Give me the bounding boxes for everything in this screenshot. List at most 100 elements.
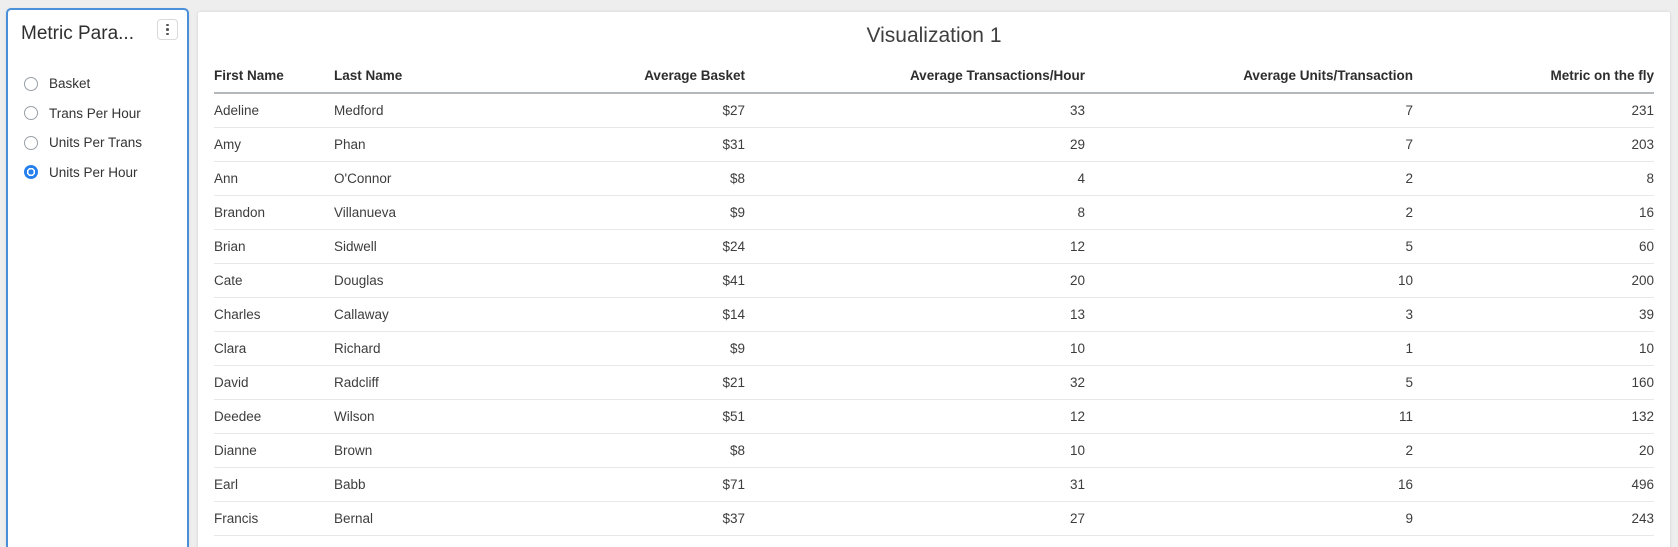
- table-cell: $51: [561, 399, 761, 434]
- table-cell: 29: [761, 127, 1101, 162]
- metric-parameter-panel: Metric Para... Basket Trans Per Hour Units…: [6, 8, 189, 547]
- table-cell: Adeline: [214, 93, 334, 128]
- table-header-row: First Name Last Name Average Basket Average…: [214, 58, 1654, 94]
- table-cell: 8: [761, 195, 1101, 230]
- table-cell: 16: [1101, 467, 1429, 502]
- table-cell: 3: [1101, 297, 1429, 332]
- table-body: Adeline Medford $27 33 7 231 Amy Phan $31 29 7 203 A…: [214, 93, 1654, 536]
- table-cell: 4: [761, 161, 1101, 196]
- radio-option-label: Units Per Hour: [49, 164, 138, 180]
- table-cell: 12: [761, 229, 1101, 264]
- table-cell: 1: [1101, 331, 1429, 366]
- table-cell: 31: [761, 467, 1101, 502]
- table-cell: 8: [1429, 161, 1654, 196]
- table-cell: 27: [761, 501, 1101, 536]
- table-cell: Richard: [334, 331, 561, 366]
- table-cell: 2: [1101, 195, 1429, 230]
- column-header-last-name[interactable]: Last Name: [334, 58, 561, 94]
- table-cell: 12: [761, 399, 1101, 434]
- table-cell: $8: [561, 433, 761, 468]
- radio-option-units-per-trans[interactable]: Units Per Trans: [24, 128, 187, 158]
- table-cell: $71: [561, 467, 761, 502]
- table-cell: 496: [1429, 467, 1654, 502]
- table-cell: $9: [561, 331, 761, 366]
- parameter-options: Basket Trans Per Hour Units Per Trans Units…: [8, 69, 187, 187]
- table-cell: 10: [761, 331, 1101, 366]
- table-cell: 11: [1101, 399, 1429, 434]
- table-row: Amy Phan $31 29 7 203: [214, 127, 1654, 162]
- table-row: Brandon Villanueva $9 8 2 16: [214, 195, 1654, 230]
- table-cell: 200: [1429, 263, 1654, 298]
- visualization-title: Visualization 1: [866, 24, 1002, 47]
- table-cell: Babb: [334, 467, 561, 502]
- table-cell: 32: [761, 365, 1101, 400]
- table-cell: Brown: [334, 433, 561, 468]
- column-header-metric-on-the-fly[interactable]: Metric on the fly: [1429, 58, 1654, 94]
- table-row: Charles Callaway $14 13 3 39: [214, 297, 1654, 332]
- table-cell: 9: [1101, 501, 1429, 536]
- column-header-average-units-transaction[interactable]: Average Units/Transaction: [1101, 58, 1429, 94]
- table-cell: $41: [561, 263, 761, 298]
- table-cell: Bernal: [334, 501, 561, 536]
- table-row: Brian Sidwell $24 12 5 60: [214, 229, 1654, 264]
- radio-option-label: Basket: [49, 76, 91, 92]
- table-cell: Cate: [214, 263, 334, 298]
- table-cell: Ann: [214, 161, 334, 196]
- table-cell: 33: [761, 93, 1101, 128]
- table-cell: $14: [561, 297, 761, 332]
- table-cell: 10: [1101, 263, 1429, 298]
- table-row: David Radcliff $21 32 5 160: [214, 365, 1654, 400]
- table-cell: 2: [1101, 161, 1429, 196]
- column-header-average-basket[interactable]: Average Basket: [561, 58, 761, 94]
- table-row: Cate Douglas $41 20 10 200: [214, 263, 1654, 298]
- column-header-average-transactions-hour[interactable]: Average Transactions/Hour: [761, 58, 1101, 94]
- radio-unselected-icon[interactable]: [24, 106, 38, 121]
- radio-option-basket[interactable]: Basket: [24, 69, 187, 99]
- column-header-first-name[interactable]: First Name: [214, 58, 334, 94]
- table-cell: Medford: [334, 93, 561, 128]
- table-cell: Radcliff: [334, 365, 561, 400]
- table-cell: $31: [561, 127, 761, 162]
- table-cell: $21: [561, 365, 761, 400]
- table-cell: 231: [1429, 93, 1654, 128]
- table-cell: 39: [1429, 297, 1654, 332]
- radio-option-trans-per-hour[interactable]: Trans Per Hour: [24, 99, 187, 129]
- table-cell: Amy: [214, 127, 334, 162]
- table-cell: 243: [1429, 501, 1654, 536]
- table-cell: Wilson: [334, 399, 561, 434]
- table-cell: $8: [561, 161, 761, 196]
- kebab-menu-button[interactable]: [157, 19, 178, 40]
- table-cell: Francis: [214, 501, 334, 536]
- table-cell: O'Connor: [334, 161, 561, 196]
- table-cell: Charles: [214, 297, 334, 332]
- table-cell: 16: [1429, 195, 1654, 230]
- table-cell: Phan: [334, 127, 561, 162]
- radio-unselected-icon[interactable]: [24, 76, 38, 91]
- table-cell: 10: [1429, 331, 1654, 366]
- table-cell: $9: [561, 195, 761, 230]
- table-cell: David: [214, 365, 334, 400]
- table-cell: 2: [1101, 433, 1429, 468]
- table-cell: 10: [761, 433, 1101, 468]
- table-cell: Callaway: [334, 297, 561, 332]
- radio-unselected-icon[interactable]: [24, 135, 38, 150]
- table-cell: Brian: [214, 229, 334, 264]
- table-row: Earl Babb $71 31 16 496: [214, 467, 1654, 502]
- table-row: Francis Bernal $37 27 9 243: [214, 501, 1654, 536]
- table-cell: Villanueva: [334, 195, 561, 230]
- table-cell: $37: [561, 501, 761, 536]
- table-cell: 203: [1429, 127, 1654, 162]
- table-cell: Brandon: [214, 195, 334, 230]
- radio-option-units-per-hour[interactable]: Units Per Hour: [24, 158, 187, 188]
- table-row: Dianne Brown $8 10 2 20: [214, 433, 1654, 468]
- table-cell: Sidwell: [334, 229, 561, 264]
- kebab-menu-icon: [166, 23, 169, 36]
- table-cell: Dianne: [214, 433, 334, 468]
- radio-selected-icon[interactable]: [24, 165, 38, 180]
- parameter-panel-title: Metric Para...: [21, 23, 134, 44]
- table-cell: 20: [761, 263, 1101, 298]
- table-row: Ann O'Connor $8 4 2 8: [214, 161, 1654, 196]
- table-cell: 7: [1101, 127, 1429, 162]
- table-cell: 60: [1429, 229, 1654, 264]
- table-cell: 20: [1429, 433, 1654, 468]
